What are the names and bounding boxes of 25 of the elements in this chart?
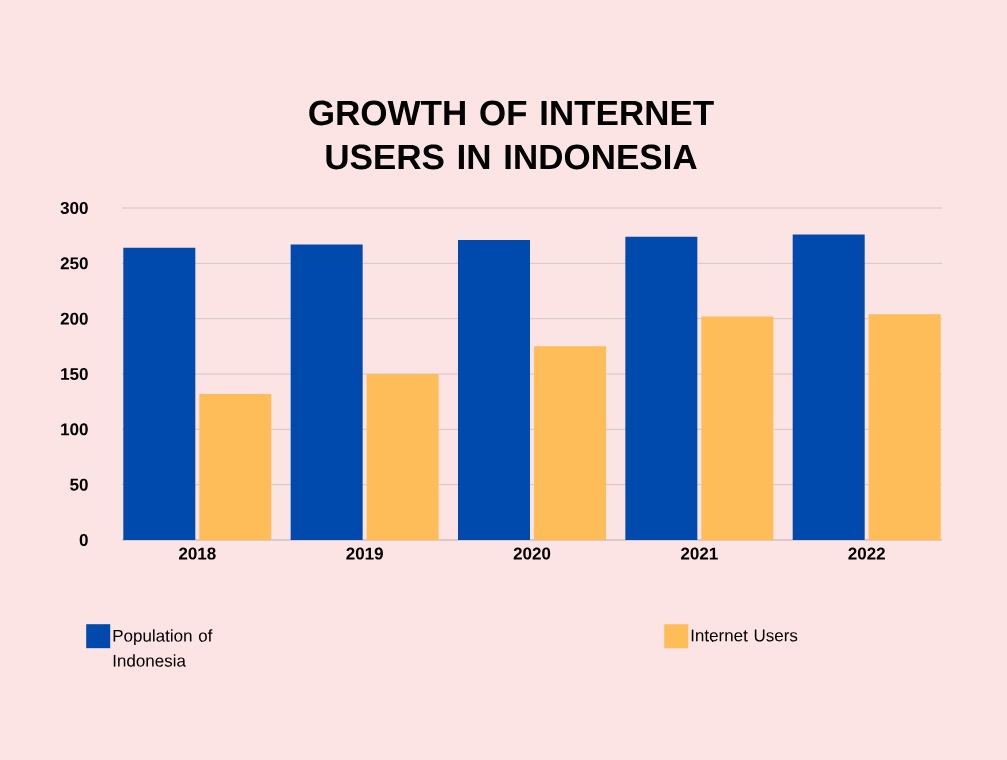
chart-title: GROWTH OF INTERNET USERS IN INDONESIA: [309, 100, 714, 170]
bar: [199, 393, 272, 540]
y-tick-label: 150: [61, 367, 88, 381]
y-tick-label: 50: [70, 478, 88, 491]
legend-label: Internet Users: [691, 629, 798, 642]
x-tick-label: 2021: [681, 547, 718, 560]
bar: [366, 373, 439, 540]
x-tick-label: 2018: [179, 547, 216, 560]
bar: [458, 240, 530, 540]
x-tick-label: 2019: [346, 547, 383, 560]
x-tick-label: 2020: [513, 547, 551, 560]
y-tick-label: 300: [60, 201, 88, 215]
bar: [123, 247, 196, 540]
bar: [625, 236, 698, 540]
y-tick-label: 100: [61, 423, 88, 436]
y-tick-label: 200: [60, 312, 88, 325]
bar: [534, 346, 606, 540]
bar: [792, 234, 865, 540]
y-tick-label: 250: [60, 257, 88, 270]
bar: [701, 316, 774, 540]
legend-label: Population of Indonesia: [113, 629, 213, 667]
x-tick-label: 2022: [848, 547, 885, 560]
bar: [290, 244, 363, 540]
bar: [868, 314, 941, 540]
y-tick-label: 0: [79, 533, 88, 547]
